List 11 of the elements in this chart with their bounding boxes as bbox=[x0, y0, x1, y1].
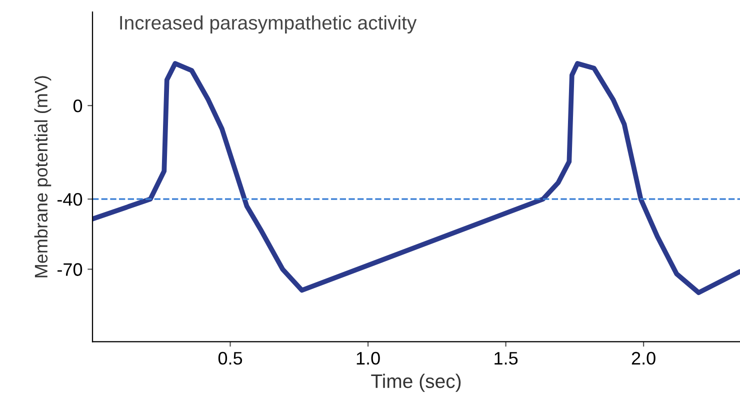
x-tick-label: 1.0 bbox=[356, 352, 380, 365]
x-axis-title: Time (sec) bbox=[371, 374, 461, 392]
y-axis-title: Membrane potential (mV) bbox=[34, 76, 52, 278]
line-series bbox=[92, 61, 740, 296]
chart-title: Increased parasympathetic activity bbox=[120, 15, 417, 34]
y-tick-label: -40 bbox=[57, 193, 82, 206]
x-tick-label: 0.5 bbox=[218, 352, 242, 365]
x-tick-label: 1.5 bbox=[494, 352, 518, 365]
y-tick-label: 0 bbox=[73, 100, 82, 112]
y-tick-label: -70 bbox=[57, 263, 82, 276]
x-tick-label: 2.0 bbox=[632, 352, 656, 365]
